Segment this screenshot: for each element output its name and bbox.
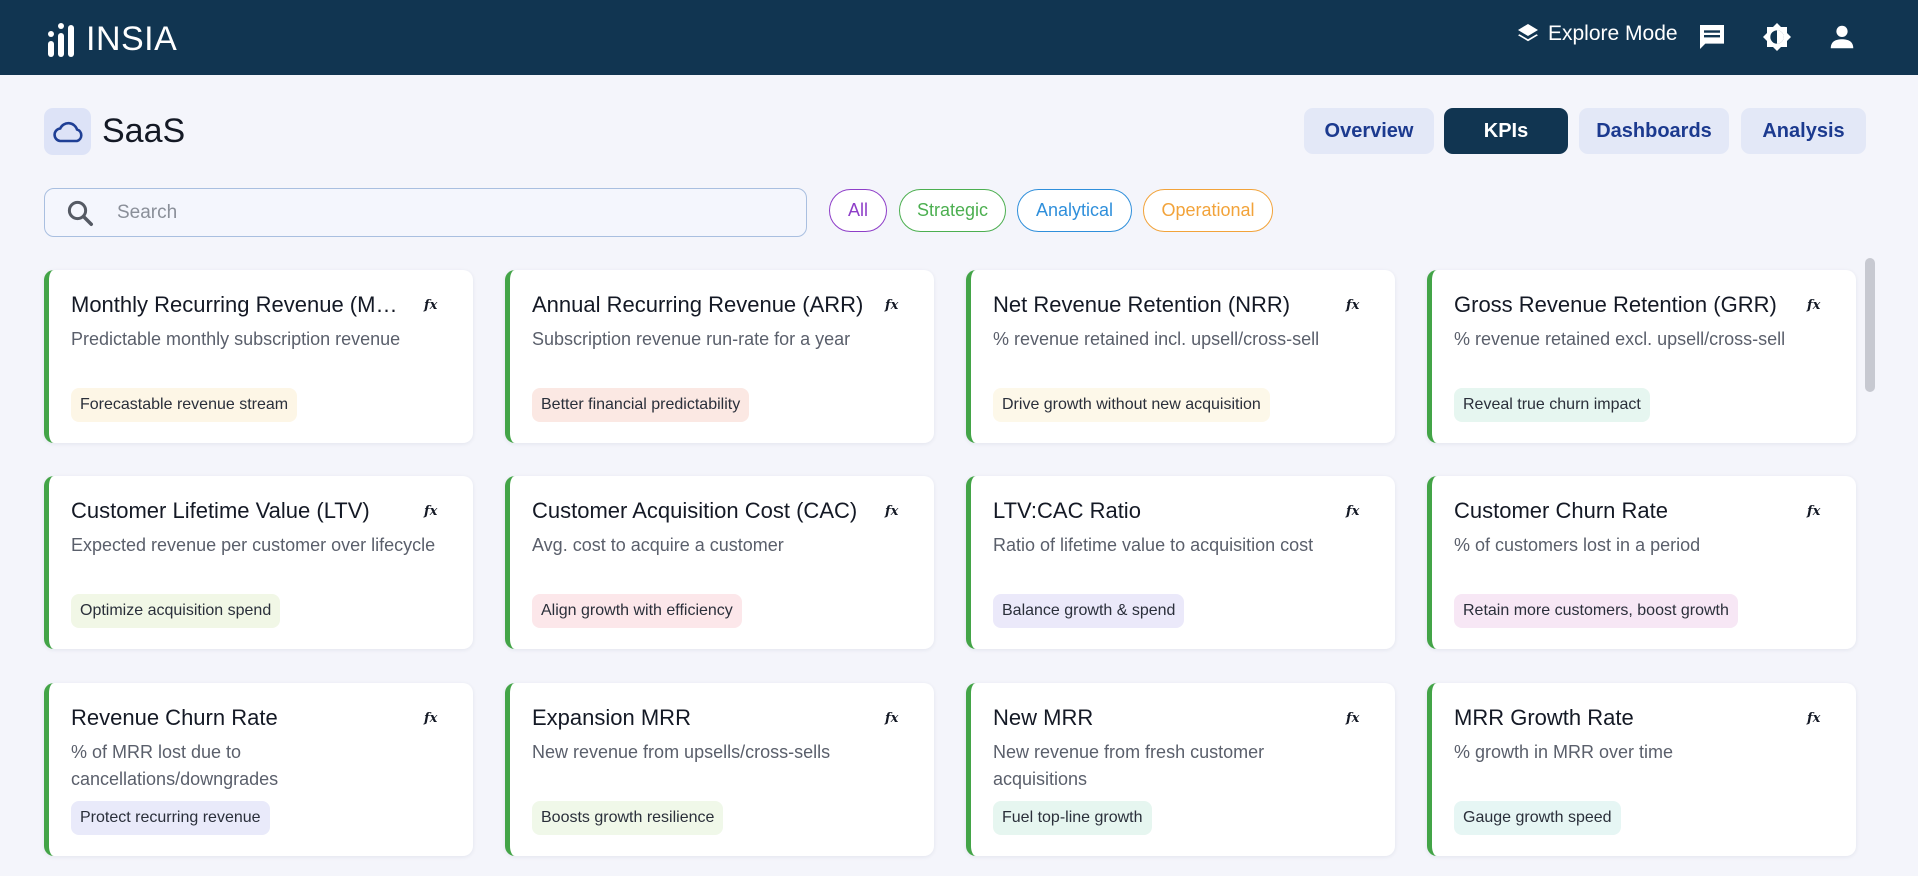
formula-icon[interactable]: fx — [885, 504, 899, 519]
app-logo[interactable]: INSIA — [46, 20, 177, 59]
brightness-icon[interactable] — [1760, 20, 1794, 54]
formula-icon[interactable]: fx — [1346, 504, 1360, 519]
kpi-benefit-tag: Align growth with efficiency — [532, 594, 742, 628]
tab-kpis[interactable]: KPIs — [1444, 108, 1568, 154]
kpi-card[interactable]: Customer Acquisition Cost (CAC) fx Avg. … — [505, 476, 934, 649]
chat-icon[interactable] — [1695, 20, 1729, 54]
formula-icon[interactable]: fx — [885, 711, 899, 726]
formula-icon[interactable]: fx — [885, 298, 899, 313]
filter-chip-analytical[interactable]: Analytical — [1017, 189, 1132, 232]
kpi-title: Customer Acquisition Cost (CAC) — [532, 498, 858, 523]
kpi-title: Annual Recurring Revenue (ARR) — [532, 292, 864, 317]
search-box[interactable] — [44, 188, 807, 237]
kpi-description: New revenue from upsells/cross-sells — [532, 742, 831, 762]
formula-icon[interactable]: fx — [1346, 298, 1360, 313]
kpi-card[interactable]: Revenue Churn Rate fx % of MRR lost due … — [44, 683, 473, 856]
user-icon[interactable] — [1825, 20, 1859, 54]
logo-bars-icon — [46, 22, 76, 57]
formula-icon[interactable]: fx — [424, 504, 438, 519]
formula-icon[interactable]: fx — [1807, 711, 1821, 726]
kpi-benefit-tag: Balance growth & spend — [993, 594, 1185, 628]
kpi-benefit-tag: Forecastable revenue stream — [71, 388, 298, 422]
kpi-benefit-tag: Gauge growth speed — [1454, 801, 1621, 835]
kpi-benefit-tag: Fuel top-line growth — [993, 801, 1152, 835]
formula-icon[interactable]: fx — [424, 298, 438, 313]
kpi-description: % revenue retained incl. upsell/cross-se… — [993, 329, 1320, 349]
kpi-title: Gross Revenue Retention (GRR) — [1454, 292, 1777, 317]
kpi-card[interactable]: New MRR fx New revenue from fresh custom… — [966, 683, 1395, 856]
kpi-card[interactable]: Expansion MRR fx New revenue from upsell… — [505, 683, 934, 856]
tab-analysis[interactable]: Analysis — [1741, 108, 1866, 154]
kpi-description: Avg. cost to acquire a customer — [532, 535, 784, 555]
filter-chip-operational[interactable]: Operational — [1143, 189, 1273, 232]
kpi-benefit-tag: Boosts growth resilience — [532, 801, 724, 835]
kpi-card[interactable]: Customer Lifetime Value (LTV) fx Expecte… — [44, 476, 473, 649]
kpi-title: Customer Churn Rate — [1454, 498, 1668, 523]
kpi-description: % of customers lost in a period — [1454, 535, 1701, 555]
kpi-card[interactable]: MRR Growth Rate fx % growth in MRR over … — [1427, 683, 1856, 856]
kpi-description: Ratio of lifetime value to acquisition c… — [993, 535, 1314, 555]
kpi-description: New revenue from fresh customer acquisit… — [993, 742, 1265, 789]
tab-dashboards[interactable]: Dashboards — [1579, 108, 1729, 154]
kpi-card[interactable]: LTV:CAC Ratio fx Ratio of lifetime value… — [966, 476, 1395, 649]
search-input[interactable] — [117, 201, 717, 224]
kpi-title: New MRR — [993, 705, 1094, 730]
page-title: SaaS — [102, 112, 186, 150]
kpi-title: MRR Growth Rate — [1454, 705, 1634, 730]
search-icon — [67, 200, 93, 226]
filter-chip-all[interactable]: All — [829, 189, 887, 232]
kpi-description: Predictable monthly subscription revenue — [71, 329, 401, 349]
kpi-benefit-tag: Optimize acquisition spend — [71, 594, 281, 628]
kpi-benefit-tag: Better financial predictability — [532, 388, 750, 422]
kpi-description: % revenue retained excl. upsell/cross-se… — [1454, 329, 1786, 349]
kpi-benefit-tag: Drive growth without new acquisition — [993, 388, 1270, 422]
kpi-card[interactable]: Monthly Recurring Revenue (MRR) fx Predi… — [44, 270, 473, 443]
formula-icon[interactable]: fx — [1346, 711, 1360, 726]
kpi-title: Monthly Recurring Revenue (MRR) — [71, 292, 401, 317]
kpi-benefit-tag: Protect recurring revenue — [71, 801, 270, 835]
kpi-title: Revenue Churn Rate — [71, 705, 278, 730]
kpi-description: Subscription revenue run-rate for a year — [532, 329, 851, 349]
kpi-title: LTV:CAC Ratio — [993, 498, 1141, 523]
kpi-card[interactable]: Net Revenue Retention (NRR) fx % revenue… — [966, 270, 1395, 443]
kpi-card[interactable]: Customer Churn Rate fx % of customers lo… — [1427, 476, 1856, 649]
kpi-description: % of MRR lost due to cancellations/downg… — [71, 742, 279, 789]
layers-icon — [1518, 24, 1538, 42]
explore-mode-button[interactable]: Explore Mode — [1516, 22, 1678, 46]
kpi-title: Net Revenue Retention (NRR) — [993, 292, 1291, 317]
formula-icon[interactable]: fx — [424, 711, 438, 726]
kpi-benefit-tag: Reveal true churn impact — [1454, 388, 1650, 422]
kpi-title: Expansion MRR — [532, 705, 691, 730]
cloud-icon — [44, 108, 91, 155]
kpi-description: Expected revenue per customer over lifec… — [71, 535, 436, 555]
filter-chip-strategic[interactable]: Strategic — [899, 189, 1006, 232]
top-navigation-bar: INSIA Explore Mode — [0, 0, 1918, 75]
formula-icon[interactable]: fx — [1807, 298, 1821, 313]
formula-icon[interactable]: fx — [1807, 504, 1821, 519]
kpi-title: Customer Lifetime Value (LTV) — [71, 498, 370, 523]
kpi-card[interactable]: Gross Revenue Retention (GRR) fx % reven… — [1427, 270, 1856, 443]
explore-mode-label: Explore Mode — [1548, 22, 1678, 45]
kpi-card[interactable]: Annual Recurring Revenue (ARR) fx Subscr… — [505, 270, 934, 443]
app-name: INSIA — [86, 20, 178, 58]
vertical-scrollbar-thumb[interactable] — [1865, 258, 1875, 392]
kpi-benefit-tag: Retain more customers, boost growth — [1454, 594, 1738, 628]
tab-overview[interactable]: Overview — [1304, 108, 1434, 154]
kpi-description: % growth in MRR over time — [1454, 742, 1674, 762]
